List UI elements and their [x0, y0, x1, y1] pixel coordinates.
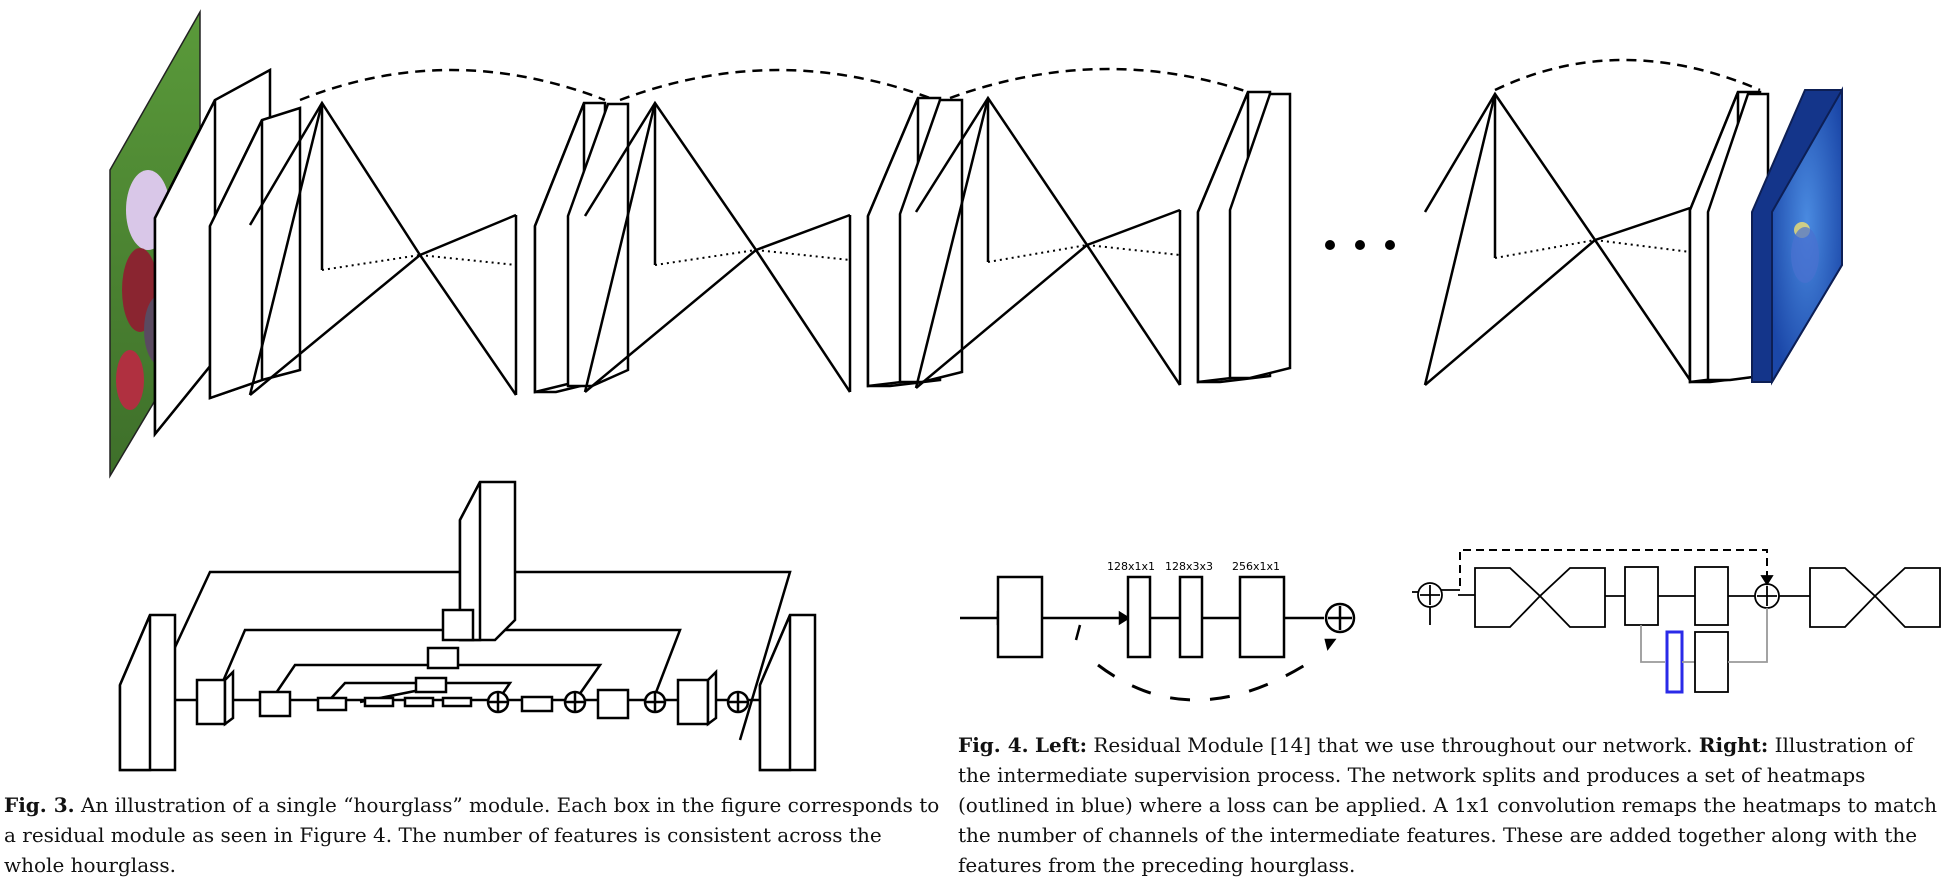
intermediate-supervision-diagram — [1412, 549, 1941, 694]
caption-right-text: Illustration of the intermediate supervi… — [958, 733, 1937, 877]
caption-text: An illustration of a single “hourglass” … — [4, 793, 940, 877]
sum-node — [1324, 602, 1356, 634]
caption-left-text: Residual Module [14] that we use through… — [1093, 733, 1693, 757]
residual-box — [596, 688, 630, 720]
residual-box — [676, 678, 710, 726]
residual-box — [316, 696, 348, 712]
residual-input-box — [996, 575, 1044, 659]
residual-slab — [1228, 92, 1292, 380]
figure-4-caption: Fig. 4. Left: Residual Module [14] that … — [958, 730, 1948, 880]
residual-box — [520, 695, 554, 713]
caption-right-label: Right: — [1698, 733, 1769, 757]
ellipsis-dots — [1325, 240, 1395, 250]
hourglass-block — [1474, 567, 1606, 628]
residual-slab — [118, 614, 152, 772]
residual-box — [195, 678, 227, 726]
sum-node — [1417, 582, 1443, 608]
residual-slab — [458, 481, 482, 642]
sum-node — [563, 690, 587, 714]
output-heatmap — [1751, 86, 1843, 386]
residual-slab — [758, 614, 792, 772]
residual-box — [1694, 566, 1729, 626]
stacked-hourglass-diagram — [109, 9, 1843, 479]
hourglass-module — [583, 68, 936, 393]
sum-node — [726, 690, 750, 714]
figure-3-caption: Fig. 3. An illustration of a single “hou… — [4, 790, 944, 880]
residual-box — [426, 646, 460, 670]
residual-box — [706, 668, 718, 727]
conv-box-128x3x3 — [1178, 575, 1204, 659]
caption-label: Fig. 3. — [4, 793, 75, 817]
heatmap-box — [1665, 630, 1684, 694]
residual-box — [1624, 566, 1659, 626]
label-128x1x1: 128x1x1 — [1107, 560, 1155, 573]
hourglass-module — [248, 68, 606, 396]
residual-box — [441, 696, 473, 708]
label-256x1x1: 256x1x1 — [1232, 560, 1280, 573]
residual-slab — [566, 102, 630, 388]
sum-node — [643, 690, 667, 714]
caption-left-label: Left: — [1034, 733, 1087, 757]
residual-box — [223, 668, 235, 727]
residual-slab — [208, 119, 264, 400]
residual-box — [414, 676, 448, 694]
single-hourglass-diagram — [118, 480, 817, 772]
residual-box — [441, 608, 475, 642]
sum-node — [1754, 583, 1780, 609]
caption-label: Fig. 4. — [958, 733, 1029, 757]
residual-slab — [898, 98, 964, 384]
residual-box — [258, 690, 292, 718]
conv-box-256x1x1 — [1238, 575, 1286, 659]
residual-module-diagram: 128x1x1 128x3x3 256x1x1 — [960, 560, 1356, 702]
hourglass-module — [914, 67, 1266, 389]
conv-box-128x1x1 — [1126, 575, 1152, 659]
label-128x3x3: 128x3x3 — [1165, 560, 1213, 573]
residual-box — [403, 696, 435, 708]
hourglass-block — [1809, 567, 1941, 628]
sum-node — [486, 690, 510, 714]
remap-conv-box — [1694, 631, 1729, 693]
residual-box — [363, 696, 395, 708]
